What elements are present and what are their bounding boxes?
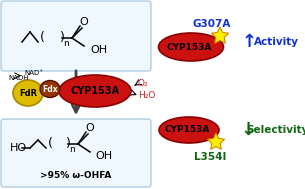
Text: >95% ω-OHFA: >95% ω-OHFA [40,171,112,180]
FancyBboxPatch shape [1,119,151,187]
Text: O: O [86,123,94,133]
Text: NAD⁺: NAD⁺ [24,70,43,76]
Ellipse shape [159,117,219,143]
Ellipse shape [13,80,43,106]
Text: n: n [69,146,75,154]
Text: (: ( [40,32,45,44]
Text: H₂O: H₂O [138,91,155,101]
Text: ): ) [59,32,64,44]
Text: G307A: G307A [193,19,231,29]
Text: CYP153A: CYP153A [166,43,212,51]
Ellipse shape [59,75,131,107]
Text: L354I: L354I [194,152,226,162]
FancyBboxPatch shape [1,1,151,71]
Text: O₂: O₂ [138,78,149,88]
Text: (: ( [48,138,52,150]
Text: Selectivity: Selectivity [246,125,305,135]
Text: HO: HO [10,143,27,153]
Text: O: O [80,17,88,27]
Text: OH: OH [95,151,112,161]
Text: OH: OH [90,45,107,55]
Polygon shape [207,133,224,149]
FancyArrowPatch shape [72,71,80,112]
Text: CYP153A: CYP153A [164,125,210,135]
Ellipse shape [159,33,224,61]
Text: CYP153A: CYP153A [70,86,120,96]
Text: ↓: ↓ [240,121,256,139]
Text: Fdx: Fdx [42,84,58,94]
Polygon shape [211,27,228,43]
Ellipse shape [40,81,60,98]
Text: FdR: FdR [19,88,37,98]
Text: NADH: NADH [8,75,28,81]
Text: ): ) [66,138,70,150]
Text: ↑: ↑ [242,33,257,51]
Text: Activity: Activity [253,37,299,47]
Text: n: n [63,40,69,49]
